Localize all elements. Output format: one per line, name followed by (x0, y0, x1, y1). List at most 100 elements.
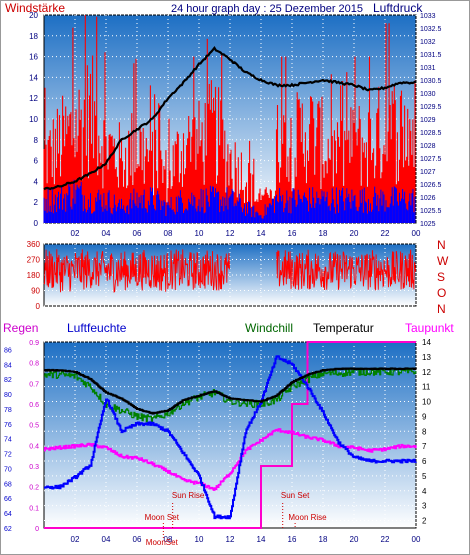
humidity-tick: 66 (4, 496, 12, 503)
direction-panel-series (43, 249, 416, 293)
pressure-series (43, 45, 417, 191)
annotation-label: Moon Set (145, 513, 180, 522)
temperature-tick: 3 (422, 502, 427, 511)
temperature-x-tick: 14 (257, 535, 266, 544)
pressure-right-tick: 1030 (420, 91, 436, 98)
rain-tick: 0.6 (29, 402, 39, 409)
wind-x-tick: 22 (381, 229, 390, 238)
temperature-panel-series (44, 341, 417, 529)
temperature-x-tick: 00 (412, 535, 421, 544)
wind-left-tick: 18 (29, 32, 38, 41)
temperature-series (44, 367, 417, 415)
rain-tick: 0.3 (29, 464, 39, 471)
pressure-right-tick: 1029 (420, 117, 436, 124)
temperature-tick: 12 (422, 368, 431, 377)
temperature-panel-axes: 00.10.20.30.40.50.60.70.80.9626466687072… (4, 338, 431, 544)
wind-x-tick: 02 (71, 229, 80, 238)
legend-rain: Regen (3, 321, 38, 335)
temperature-tick: 10 (422, 398, 431, 407)
direction-left-tick: 360 (27, 240, 41, 249)
rain-tick: 0 (35, 526, 39, 533)
pressure-right-tick: 1031.5 (420, 52, 442, 59)
humidity-tick: 74 (4, 437, 12, 444)
wind-left-tick: 0 (34, 219, 39, 228)
temperature-x-tick: 04 (102, 535, 111, 544)
legend-dewpoint: Taupunkt (405, 321, 454, 335)
rain-tick: 0.4 (29, 443, 39, 450)
compass-label: O (437, 286, 446, 300)
wind-x-tick: 14 (257, 229, 266, 238)
rain-tick: 0.7 (29, 381, 39, 388)
wind-panel-series (43, 15, 417, 223)
humidity-tick: 80 (4, 392, 12, 399)
temperature-tick: 9 (422, 412, 427, 421)
temperature-x-tick: 22 (381, 535, 390, 544)
humidity-tick: 84 (4, 362, 12, 369)
wind-x-tick: 04 (102, 229, 111, 238)
humidity-tick: 82 (4, 377, 12, 384)
wind-x-tick: 06 (133, 229, 142, 238)
pressure-right-tick: 1028 (420, 143, 436, 150)
humidity-tick: 64 (4, 511, 12, 518)
pressure-right-tick: 1033 (420, 13, 436, 20)
rain-tick: 0.2 (29, 485, 39, 492)
pressure-right-tick: 1029.5 (420, 104, 442, 111)
temperature-tick: 2 (422, 517, 427, 526)
compass-label: S (437, 270, 445, 284)
temperature-tick: 13 (422, 353, 431, 362)
wind-left-tick: 14 (29, 73, 38, 82)
rain-tick: 0.5 (29, 423, 39, 430)
direction-left-tick: 0 (36, 302, 41, 311)
pressure-right-tick: 1028.5 (420, 130, 442, 137)
temperature-tick: 6 (422, 457, 427, 466)
right-axis-title: Luftdruck (373, 1, 423, 15)
wind-left-tick: 10 (29, 115, 38, 124)
humidity-tick: 86 (4, 347, 12, 354)
pressure-right-tick: 1026.5 (420, 182, 442, 189)
temperature-x-tick: 02 (71, 535, 80, 544)
wind-x-tick: 18 (319, 229, 328, 238)
wind-left-tick: 20 (29, 11, 38, 20)
annotation-label: Moon Rise (288, 513, 327, 522)
temperature-x-tick: 10 (195, 535, 204, 544)
temperature-tick: 11 (422, 383, 431, 392)
annotation-label: Sun Set (281, 491, 310, 500)
wind-left-tick: 8 (34, 136, 39, 145)
annotation-label: MoonSet (146, 538, 179, 547)
direction-left-tick: 180 (27, 271, 41, 280)
humidity-tick: 70 (4, 466, 12, 473)
pressure-right-tick: 1032 (420, 39, 436, 46)
left-axis-title: Windstärke (5, 1, 65, 15)
pressure-right-tick: 1032.5 (420, 26, 442, 33)
pressure-right-tick: 1025 (420, 221, 436, 228)
temperature-x-tick: 06 (133, 535, 142, 544)
pressure-right-tick: 1026 (420, 195, 436, 202)
rain-series (44, 341, 416, 529)
pressure-right-tick: 1030.5 (420, 78, 442, 85)
temperature-x-tick: 18 (319, 535, 328, 544)
wind-left-tick: 6 (34, 157, 39, 166)
wind-x-tick: 20 (350, 229, 359, 238)
rain-tick: 0.8 (29, 361, 39, 368)
pressure-right-tick: 1031 (420, 65, 436, 72)
wind-panel-axes: 0246810121416182010251025.510261026.5102… (29, 11, 441, 238)
pressure-right-tick: 1027 (420, 169, 436, 176)
temperature-x-tick: 16 (288, 535, 297, 544)
humidity-series (44, 355, 417, 520)
legend-humidity: Luftfeuchte (67, 321, 127, 335)
humidity-tick: 68 (4, 481, 12, 488)
temperature-tick: 14 (422, 338, 431, 347)
astronomy-annotations: Sun Rise Moon Set Sun Set Moon Rise MoonSet (145, 491, 327, 547)
wind-left-tick: 4 (34, 177, 39, 186)
wind-direction-series (43, 249, 416, 293)
wind-left-tick: 2 (34, 198, 39, 207)
rain-tick: 0.9 (29, 340, 39, 347)
humidity-tick: 76 (4, 422, 12, 429)
wind-x-tick: 12 (226, 229, 235, 238)
chart-title: 24 hour graph day : 25 Dezember 2015 (171, 3, 363, 15)
temperature-tick: 5 (422, 472, 427, 481)
temperature-tick: 7 (422, 442, 427, 451)
